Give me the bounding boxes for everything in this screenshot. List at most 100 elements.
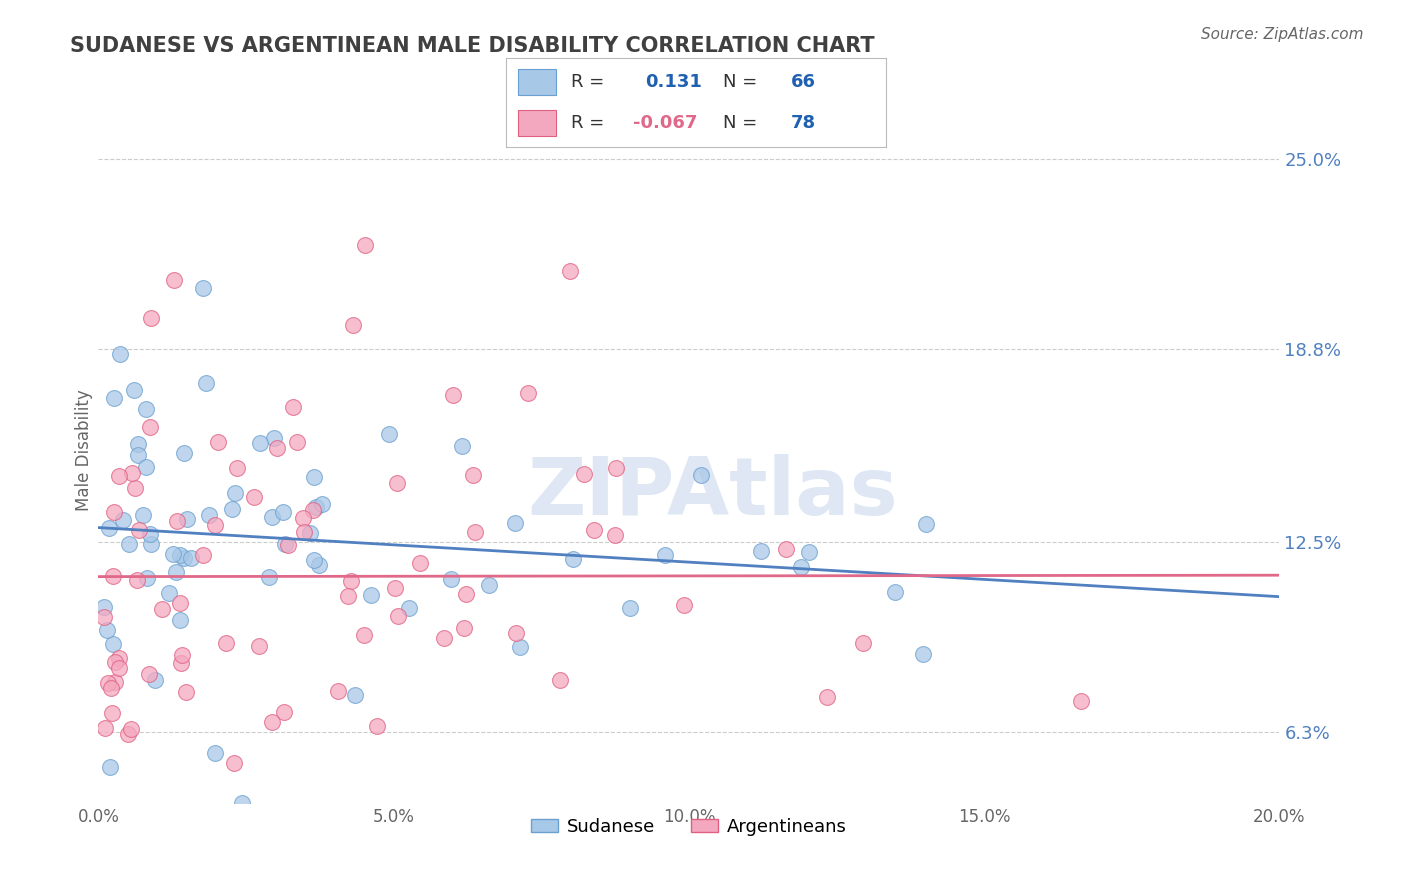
Point — [103, 504, 125, 518]
Point — [207, 435, 229, 450]
Point — [101, 568, 124, 582]
Point — [342, 318, 364, 332]
Point — [257, 570, 280, 584]
Point — [517, 385, 540, 400]
Point — [283, 400, 305, 414]
Point — [433, 631, 456, 645]
Point — [247, 640, 270, 654]
Point — [339, 574, 361, 588]
Point — [138, 667, 160, 681]
Point — [354, 238, 377, 252]
Point — [249, 436, 271, 450]
Point — [117, 727, 139, 741]
Point — [596, 811, 619, 825]
Point — [111, 513, 134, 527]
Point — [790, 559, 813, 574]
Point — [558, 264, 581, 278]
Legend: Sudanese, Argentineans: Sudanese, Argentineans — [523, 811, 855, 843]
Point — [273, 705, 295, 719]
Point — [799, 545, 821, 559]
Point — [311, 497, 333, 511]
Point — [262, 714, 284, 729]
Point — [302, 503, 325, 517]
Point — [290, 811, 312, 825]
Point — [150, 602, 173, 616]
Point — [101, 706, 124, 720]
Point — [169, 596, 191, 610]
Point — [387, 609, 409, 624]
Point — [453, 621, 475, 635]
Point — [103, 391, 125, 405]
Point — [304, 500, 326, 515]
Point — [672, 598, 695, 612]
Point — [98, 521, 121, 535]
Point — [204, 517, 226, 532]
Point — [285, 435, 308, 450]
Text: ZIPAtlas: ZIPAtlas — [527, 454, 898, 532]
Point — [503, 516, 526, 531]
Point — [169, 548, 191, 562]
Point — [450, 439, 472, 453]
Point — [191, 548, 214, 562]
Point — [166, 514, 188, 528]
Point — [654, 548, 676, 562]
Point — [98, 760, 121, 774]
Point — [271, 505, 294, 519]
Point — [454, 587, 477, 601]
Point — [176, 512, 198, 526]
Y-axis label: Male Disability: Male Disability — [75, 390, 93, 511]
Point — [127, 437, 149, 451]
Text: N =: N = — [723, 114, 762, 132]
Point — [118, 537, 141, 551]
Point — [224, 756, 246, 770]
Point — [128, 523, 150, 537]
Point — [883, 584, 905, 599]
Point — [221, 502, 243, 516]
Point — [139, 527, 162, 541]
Point — [409, 556, 432, 570]
Point — [266, 441, 288, 455]
Point — [384, 581, 406, 595]
Point — [302, 470, 325, 484]
Point — [302, 552, 325, 566]
Point — [122, 384, 145, 398]
Point — [120, 722, 142, 736]
Text: Source: ZipAtlas.com: Source: ZipAtlas.com — [1201, 27, 1364, 42]
Point — [163, 272, 186, 286]
Point — [605, 460, 627, 475]
Point — [343, 689, 366, 703]
Point — [162, 547, 184, 561]
Point — [572, 467, 595, 481]
Point — [165, 565, 187, 579]
Point — [231, 796, 253, 810]
Point — [108, 468, 131, 483]
Point — [139, 536, 162, 550]
Point — [100, 681, 122, 695]
Point — [174, 685, 197, 699]
Point — [915, 516, 938, 531]
Point — [360, 588, 382, 602]
Point — [387, 476, 409, 491]
Point — [619, 600, 641, 615]
Point — [326, 684, 349, 698]
Point — [277, 538, 299, 552]
Point — [366, 719, 388, 733]
Point — [139, 420, 162, 434]
Point — [173, 551, 195, 566]
Point — [226, 461, 249, 475]
Point — [562, 552, 585, 566]
Point — [93, 599, 115, 614]
Point — [191, 280, 214, 294]
Point — [775, 541, 797, 556]
Point — [1070, 693, 1092, 707]
Point — [195, 376, 218, 390]
Point — [198, 508, 221, 522]
Point — [139, 310, 162, 325]
Point — [912, 648, 935, 662]
Point — [260, 510, 283, 524]
Point — [353, 628, 375, 642]
Point — [378, 427, 401, 442]
Point — [852, 636, 875, 650]
Point — [107, 651, 129, 665]
Point — [131, 508, 153, 523]
